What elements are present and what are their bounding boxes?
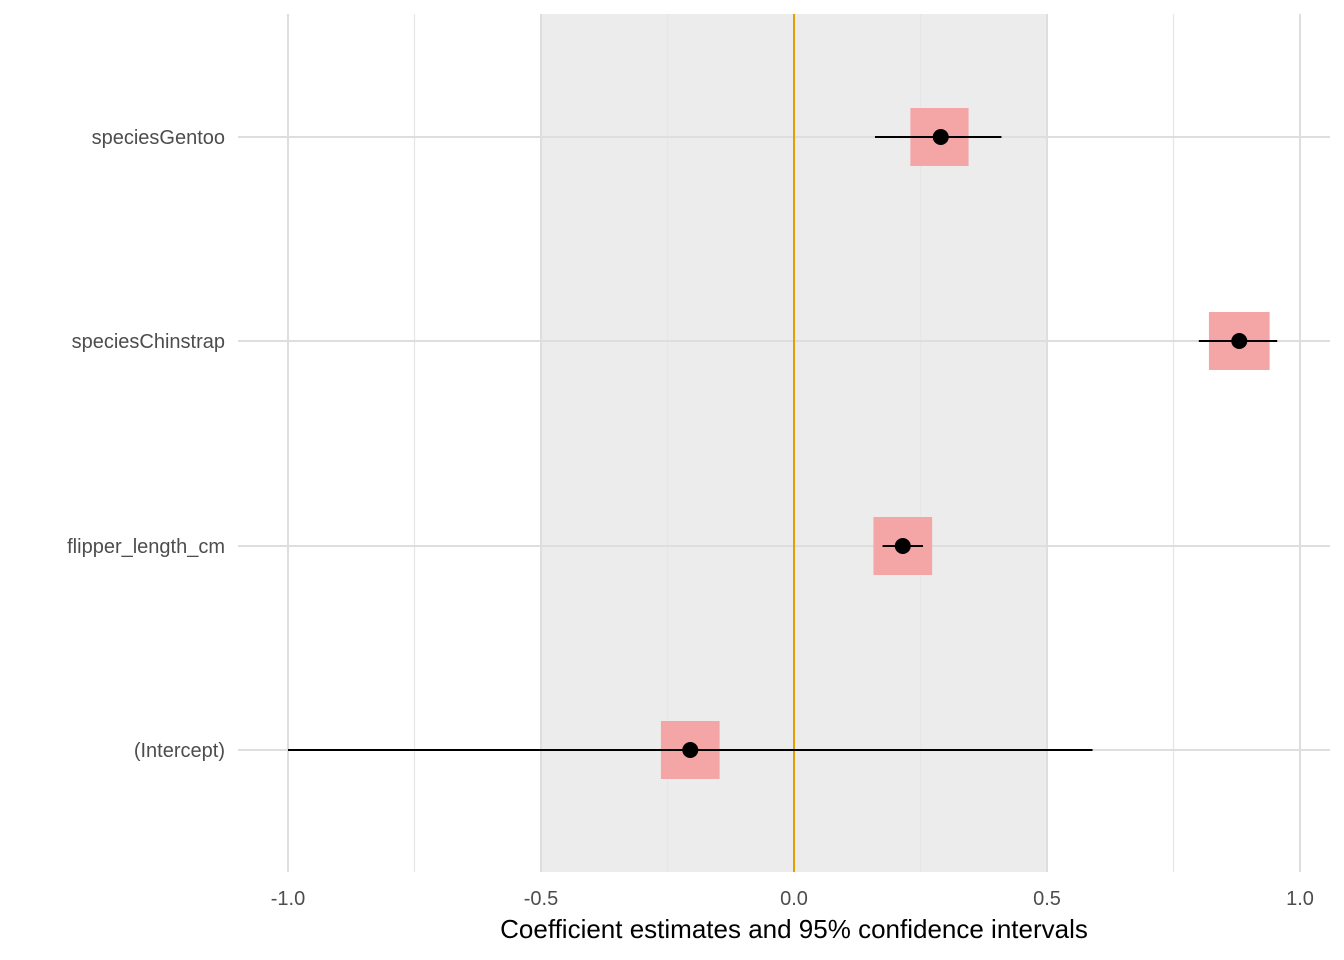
y-tick-label: speciesGentoo bbox=[92, 127, 225, 149]
x-tick-label: 0.0 bbox=[780, 888, 808, 910]
x-tick-label: -0.5 bbox=[524, 888, 558, 910]
x-axis-title: Coefficient estimates and 95% confidence… bbox=[500, 914, 1088, 944]
y-tick-label: speciesChinstrap bbox=[72, 331, 225, 353]
x-tick-label: 0.5 bbox=[1033, 888, 1061, 910]
estimate-point bbox=[894, 538, 911, 554]
estimate-point bbox=[932, 129, 949, 145]
x-tick-label: 1.0 bbox=[1286, 888, 1314, 910]
y-tick-label: (Intercept) bbox=[134, 740, 225, 762]
estimate-point bbox=[682, 742, 699, 758]
estimate-point bbox=[1231, 333, 1248, 349]
x-tick-label: -1.0 bbox=[271, 888, 305, 910]
y-tick-label: flipper_length_cm bbox=[67, 536, 225, 558]
